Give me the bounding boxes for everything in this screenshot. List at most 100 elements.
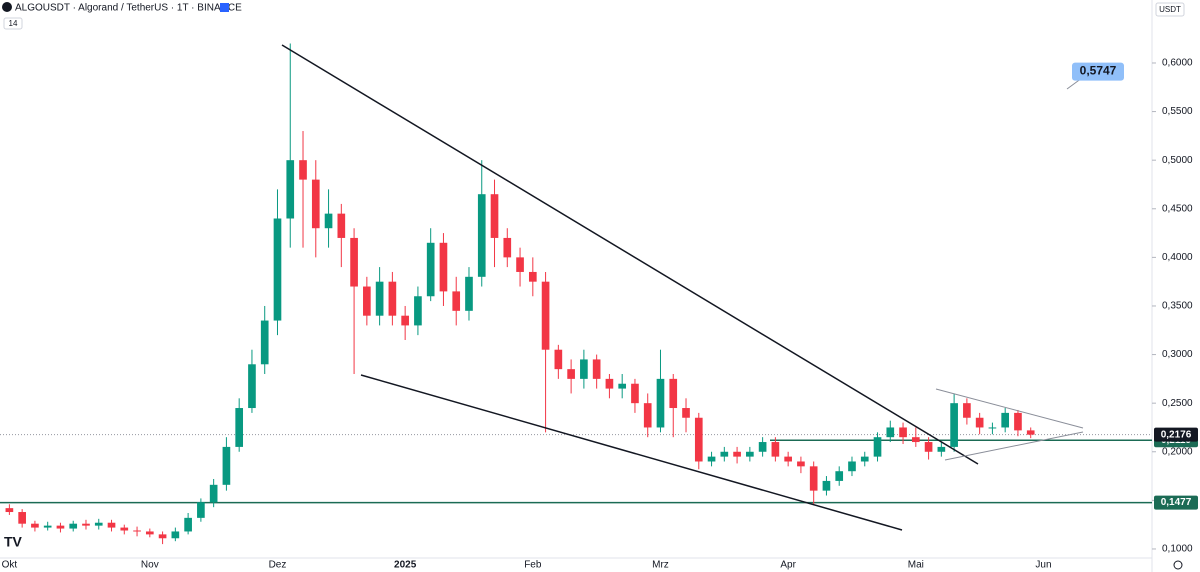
candle-body: [1026, 430, 1035, 435]
candle-body: [107, 522, 116, 528]
candle-body: [197, 502, 205, 518]
candle-body: [171, 531, 180, 539]
candle-body: [158, 534, 167, 539]
candle-body: [477, 194, 486, 277]
candle-body: [490, 194, 499, 238]
settings-icon[interactable]: [1173, 560, 1183, 570]
candle-body: [260, 320, 269, 365]
chart-title: ALGOUSDT · Algorand / TetherUS · 1T · BI…: [15, 3, 242, 14]
candle-body: [209, 484, 218, 503]
candle-body: [682, 408, 690, 418]
candle-body: [771, 442, 780, 457]
candle-body: [911, 437, 920, 443]
x-tick-label: 2025: [394, 560, 417, 571]
candle-body: [452, 291, 461, 311]
x-tick-label: Mai: [908, 560, 924, 571]
candle-body: [924, 442, 933, 452]
y-tick-label: 0,3000: [1162, 349, 1193, 360]
candle-body: [580, 359, 588, 379]
candle-body: [401, 315, 409, 326]
candle-body: [541, 281, 550, 350]
candle-body: [988, 427, 997, 429]
candle-body: [937, 446, 946, 452]
triangle-line: [935, 388, 1084, 429]
candle-body: [592, 359, 601, 379]
candle-body: [656, 378, 665, 428]
candle-body: [963, 403, 971, 418]
candle-body: [746, 451, 754, 457]
candle-body: [1001, 412, 1010, 428]
candle-body: [605, 378, 614, 389]
candle-body: [465, 276, 473, 311]
candle-body: [350, 237, 358, 287]
candle-body: [1014, 412, 1022, 431]
currency-badge[interactable]: [1155, 2, 1185, 17]
plot: [0, 43, 1152, 545]
indicator-label: 14: [9, 19, 18, 28]
candle-body: [554, 349, 563, 370]
candle-body: [618, 383, 627, 389]
y-tick-label: 0,4500: [1162, 203, 1193, 214]
candle-body: [324, 213, 333, 229]
y-tick-label: 0,2000: [1162, 446, 1193, 457]
candle-body: [733, 451, 741, 457]
y-tick-label: 0,6000: [1162, 58, 1193, 69]
candle-body: [273, 218, 282, 321]
indicator-badge[interactable]: [3, 17, 23, 30]
candle-body: [848, 461, 856, 472]
candle-body: [950, 403, 958, 447]
candle-body: [809, 466, 818, 491]
candle-body: [43, 525, 52, 528]
candle-body: [299, 160, 307, 180]
candle-body: [528, 271, 537, 282]
y-tick-label: 0,5000: [1162, 155, 1193, 166]
x-tick-label: Apr: [780, 560, 796, 571]
last-price-label: 0,2176: [1161, 429, 1192, 440]
candle-body: [439, 242, 448, 292]
candle-body: [784, 456, 792, 462]
candle-body: [643, 403, 652, 428]
candle-body: [56, 525, 65, 529]
candle-body: [69, 523, 78, 529]
candle-body: [235, 408, 244, 447]
candle-body: [873, 437, 882, 457]
candle-body: [120, 527, 129, 531]
candle-body: [18, 512, 26, 524]
currency-label: USDT: [1159, 5, 1181, 14]
logo: TV: [4, 534, 23, 550]
x-tick-label: Jun: [1035, 560, 1051, 571]
y-tick-label: 0,5500: [1162, 106, 1193, 117]
symbol-icon: [2, 2, 12, 12]
candle-body: [694, 417, 703, 462]
candle-body: [82, 523, 90, 526]
candle-body: [286, 160, 295, 219]
candle-body: [5, 508, 14, 513]
candle-body: [414, 296, 422, 326]
candle-body: [516, 257, 524, 272]
candle-body: [835, 471, 844, 481]
candle-body: [975, 417, 984, 428]
candle-body: [31, 523, 39, 528]
x-tick-label: Feb: [524, 560, 542, 571]
candle-body: [248, 364, 256, 409]
candle-body: [145, 531, 154, 535]
y-tick-label: 0,1000: [1162, 544, 1193, 555]
x-tick-label: Dez: [269, 560, 287, 571]
candle-body: [363, 286, 371, 316]
candle-body: [899, 427, 907, 438]
candle-body: [669, 378, 678, 409]
y-tick-label: 0,4000: [1162, 252, 1193, 263]
candle-body: [503, 237, 512, 258]
candle-body: [758, 442, 767, 452]
candle-body: [631, 383, 639, 404]
flag-icon: [220, 3, 229, 12]
candle-body: [822, 480, 831, 491]
candle-body: [720, 451, 729, 457]
candle-body: [707, 456, 716, 462]
callout-label: 0,5747: [1080, 64, 1117, 78]
candle-body: [567, 369, 575, 379]
x-tick-label: Okt: [2, 560, 18, 571]
triangle-line: [944, 431, 1084, 461]
